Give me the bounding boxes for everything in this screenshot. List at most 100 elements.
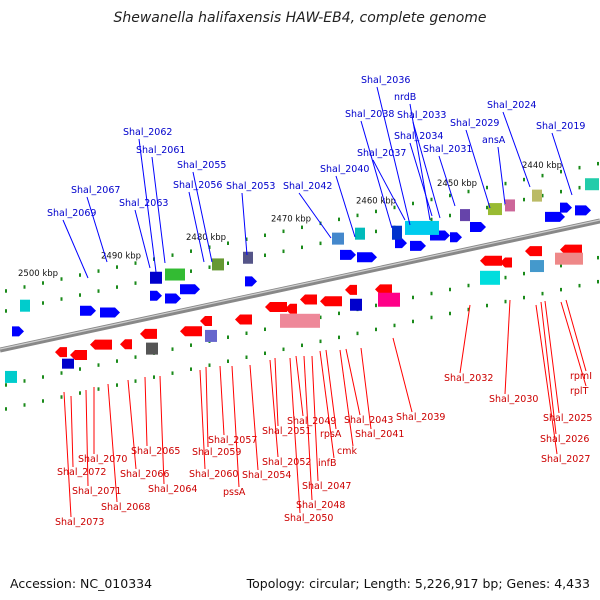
feature-box bbox=[150, 271, 162, 284]
plus-strand-gene-label: Shal_2024 bbox=[487, 100, 536, 111]
minus-strand-leader-line bbox=[127, 379, 137, 470]
minus-strand-gene-label: Shal_2050 bbox=[284, 513, 333, 524]
feature-box bbox=[505, 199, 515, 212]
plus-strand-gene-label: Shal_2033 bbox=[397, 110, 446, 121]
plus-strand-gene-label: Shal_2042 bbox=[283, 181, 332, 192]
ruler-tick-label: 2440 kbp bbox=[522, 161, 562, 171]
topology-label: Topology: circular; Length: 5,226,917 bp… bbox=[246, 576, 590, 591]
minus-strand-gene-label: Shal_2047 bbox=[302, 481, 351, 492]
feature-box bbox=[392, 225, 402, 240]
ruler-tick-label: 2460 kbp bbox=[356, 196, 396, 206]
minus-strand-gene bbox=[265, 302, 287, 313]
plus-strand-leader-line bbox=[551, 132, 573, 196]
feature-box bbox=[555, 252, 583, 265]
plus-strand-gene-label: Shal_2069 bbox=[47, 208, 96, 219]
minus-strand-leader-line bbox=[231, 365, 240, 488]
minus-strand-gene-label: rpsA bbox=[320, 429, 342, 440]
minus-strand-leader-line bbox=[303, 355, 313, 501]
minus-strand-gene-label: Shal_2059 bbox=[192, 447, 241, 458]
minus-strand-leader-line bbox=[249, 364, 259, 471]
minus-strand-leader-line bbox=[144, 376, 148, 447]
minus-strand-leader-line bbox=[311, 355, 319, 482]
minus-strand-leader-line bbox=[159, 375, 165, 485]
plus-strand-gene-label: Shal_2040 bbox=[320, 164, 369, 175]
minus-strand-gene-label: Shal_2043 bbox=[344, 415, 393, 426]
ruler-tick-label: 2470 kbp bbox=[271, 215, 311, 225]
minus-strand-gene bbox=[235, 314, 252, 325]
feature-box bbox=[165, 268, 185, 281]
minus-strand-gene-label: Shal_2052 bbox=[262, 457, 311, 468]
feature-box bbox=[350, 298, 362, 311]
minus-strand-gene-label: infB bbox=[318, 458, 337, 469]
minus-strand-leader-line bbox=[459, 304, 471, 374]
plus-strand-leader-line bbox=[241, 192, 248, 256]
minus-strand-leader-line bbox=[219, 365, 225, 436]
plus-strand-gene bbox=[450, 232, 462, 243]
plus-strand-gene bbox=[100, 307, 120, 318]
minus-strand-leader-line bbox=[339, 349, 354, 447]
feature-box bbox=[355, 227, 365, 240]
minus-strand-leader-line bbox=[199, 369, 206, 470]
feature-box bbox=[530, 260, 544, 273]
feature-box bbox=[280, 313, 320, 328]
plus-strand-leader-line bbox=[360, 120, 393, 229]
plus-strand-gene bbox=[245, 276, 257, 287]
minus-strand-gene-label: Shal_2041 bbox=[355, 429, 404, 440]
plus-strand-leader-line bbox=[465, 129, 491, 209]
plus-strand-gene-label: Shal_2034 bbox=[394, 131, 443, 142]
minus-strand-leader-line bbox=[70, 395, 74, 468]
plus-strand-gene-label: Shal_2067 bbox=[71, 185, 120, 196]
minus-strand-leader-line bbox=[360, 347, 372, 430]
plus-strand-gene bbox=[80, 305, 96, 316]
genome-backbone-highlight bbox=[0, 219, 600, 350]
plus-strand-leader-line bbox=[62, 219, 89, 279]
minus-strand-gene bbox=[525, 246, 542, 257]
feature-box bbox=[480, 270, 500, 285]
feature-box bbox=[62, 358, 74, 369]
accession-label: Accession: NC_010334 bbox=[10, 576, 153, 591]
feature-box bbox=[378, 292, 400, 307]
plus-strand-leader-line bbox=[412, 121, 441, 219]
plus-strand-gene-label: nrdB bbox=[394, 92, 416, 103]
plus-strand-leader-line bbox=[497, 146, 506, 205]
plus-strand-leader-line bbox=[151, 156, 166, 264]
minus-strand-leader-line bbox=[205, 366, 209, 448]
minus-strand-leader-line bbox=[392, 337, 413, 413]
minus-strand-gene-label: pssA bbox=[223, 487, 246, 498]
minus-strand-gene-label: Shal_2032 bbox=[444, 373, 493, 384]
plus-strand-leader-line bbox=[502, 111, 531, 188]
minus-strand-gene-label: Shal_2070 bbox=[78, 454, 127, 465]
ruler-tick-label: 2480 kbp bbox=[186, 233, 226, 243]
plus-strand-gene bbox=[180, 284, 200, 295]
minus-strand-gene-label: rpmI bbox=[570, 371, 592, 382]
minus-strand-gene bbox=[55, 347, 67, 358]
plus-strand-gene-label: Shal_2029 bbox=[450, 118, 499, 129]
minus-strand-gene bbox=[345, 284, 357, 295]
minus-strand-gene-label: Shal_2026 bbox=[540, 434, 589, 445]
ruler-tick-label: 2450 kbp bbox=[437, 179, 477, 189]
minus-strand-gene-label: Shal_2030 bbox=[489, 394, 538, 405]
minus-strand-gene-label: Shal_2057 bbox=[208, 435, 257, 446]
plus-strand-gene bbox=[560, 202, 572, 213]
minus-strand-gene-label: Shal_2060 bbox=[189, 469, 238, 480]
minus-strand-gene bbox=[300, 294, 317, 305]
minus-strand-leader-line bbox=[345, 348, 361, 416]
minus-strand-leader-line bbox=[544, 300, 560, 414]
minus-strand-leader-line bbox=[274, 357, 279, 427]
plus-strand-gene-label: Shal_2031 bbox=[423, 144, 472, 155]
minus-strand-gene bbox=[200, 316, 212, 326]
plus-strand-gene bbox=[165, 293, 181, 304]
plus-strand-gene bbox=[12, 326, 24, 337]
plus-strand-leader-line bbox=[192, 171, 213, 263]
feature-box bbox=[585, 178, 599, 191]
plus-strand-leader-line bbox=[86, 196, 108, 263]
minus-strand-leader-line bbox=[289, 357, 301, 514]
feature-box bbox=[460, 209, 470, 222]
feature-box bbox=[5, 370, 17, 383]
minus-strand-leader-line bbox=[295, 355, 304, 417]
minus-strand-gene bbox=[180, 326, 202, 337]
feature-box bbox=[243, 251, 253, 264]
minus-strand-gene-label: Shal_2051 bbox=[262, 426, 311, 437]
genome-backbone bbox=[0, 218, 600, 353]
minus-strand-leader-line bbox=[63, 391, 72, 518]
